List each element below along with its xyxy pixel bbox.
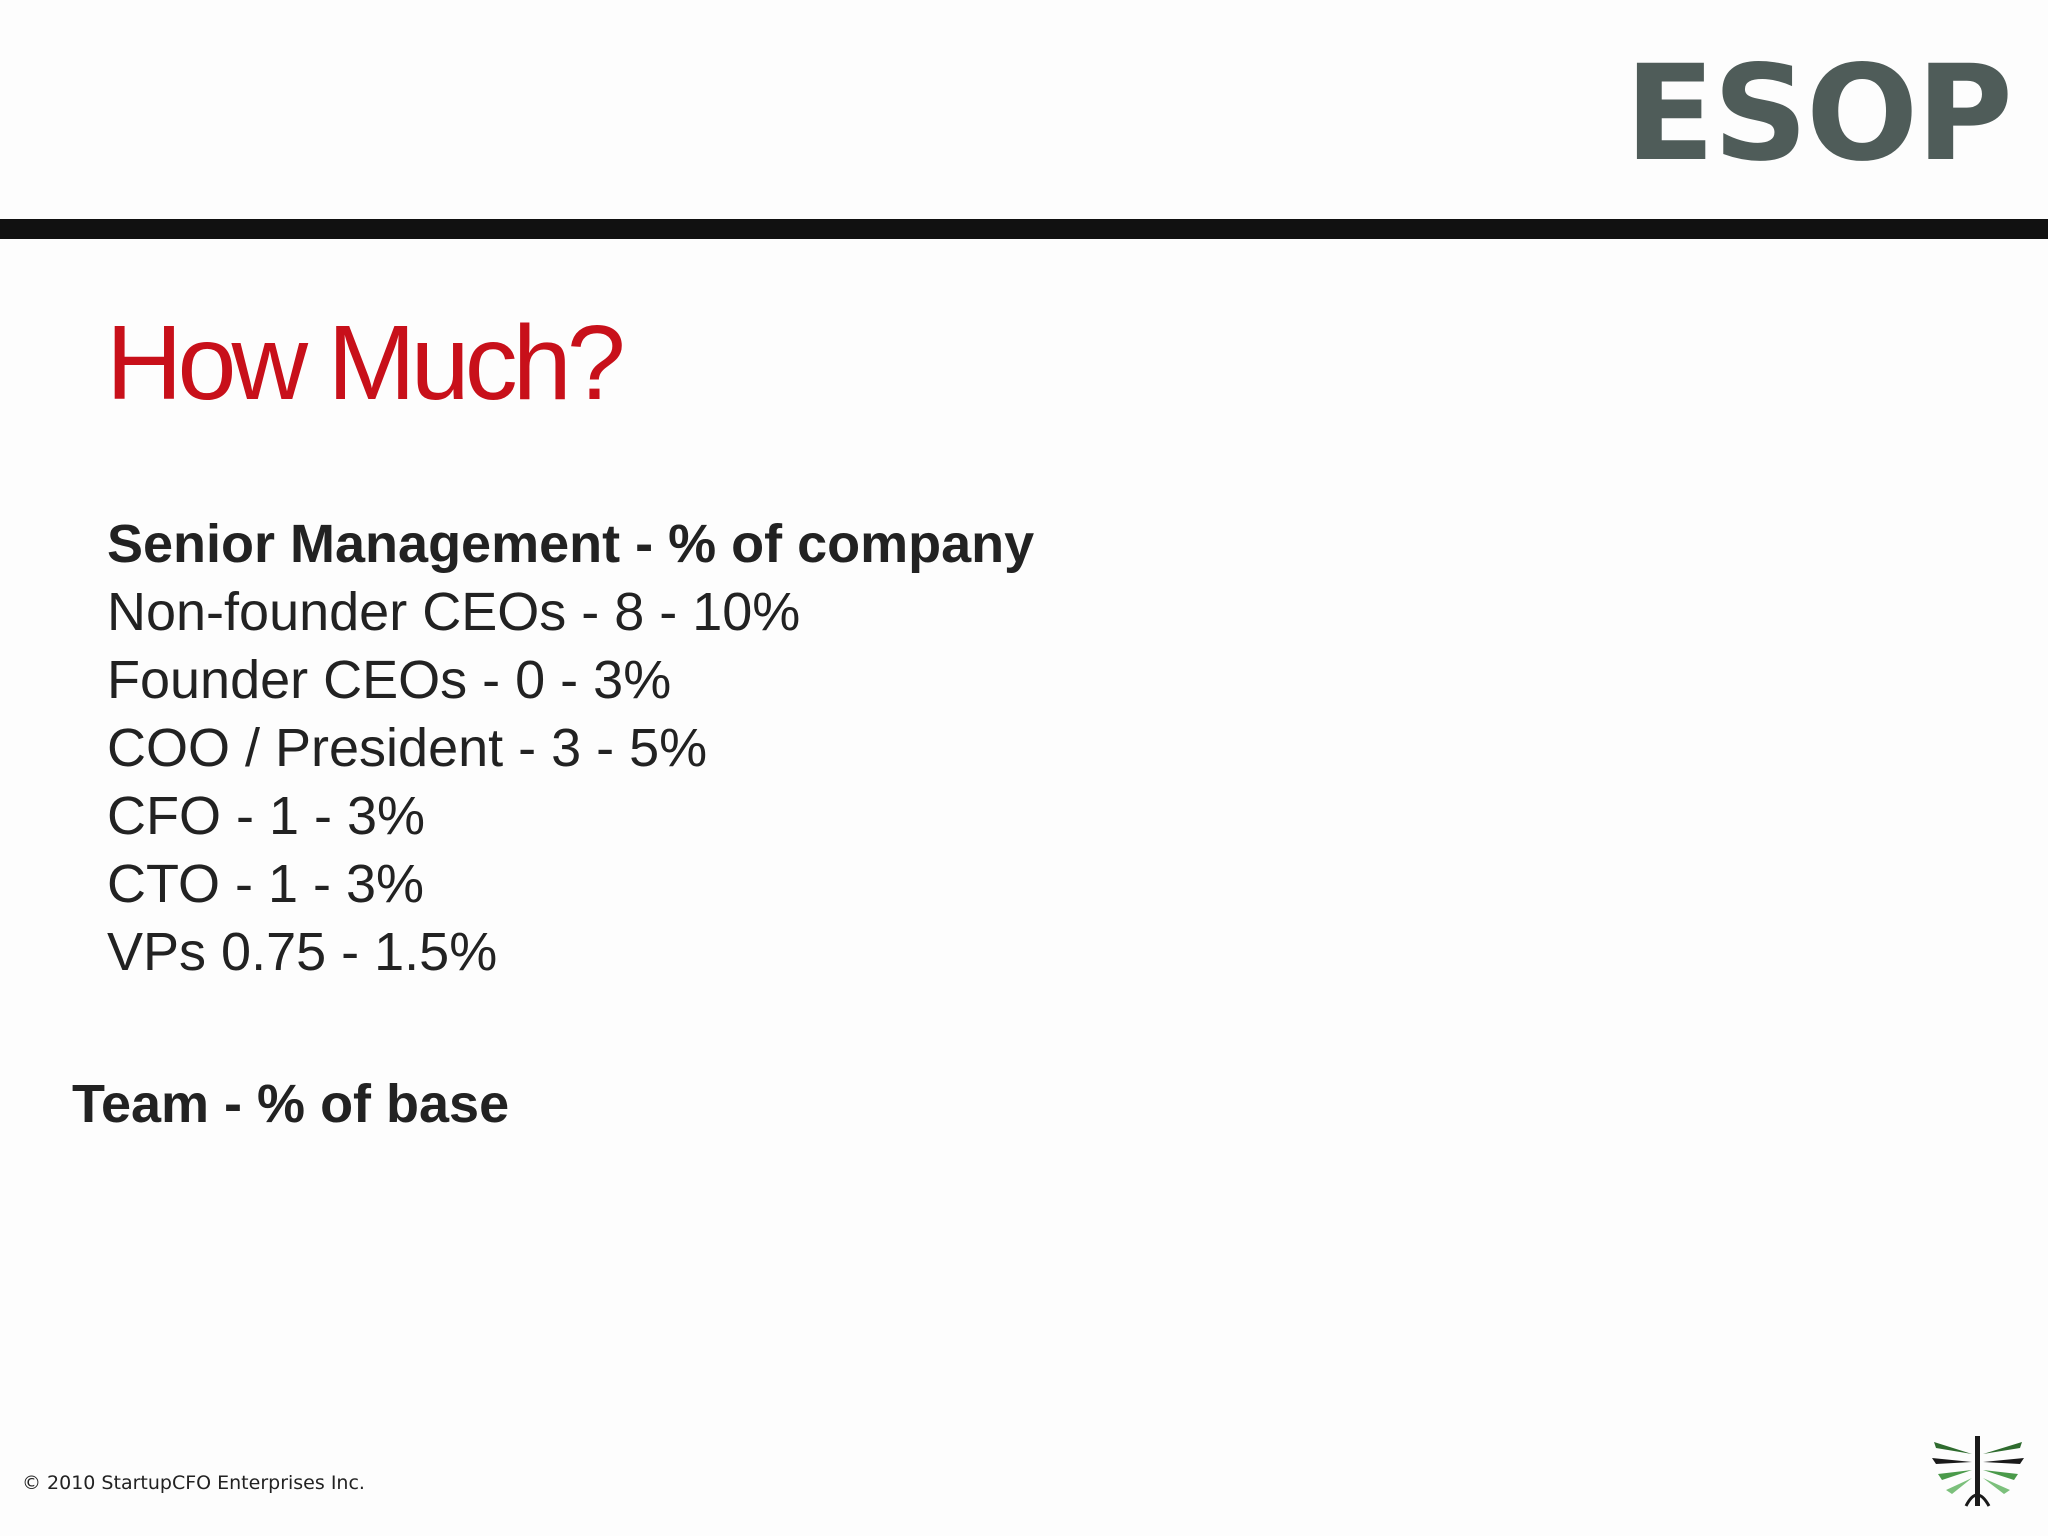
senior-management-heading: Senior Management - % of company — [107, 514, 1035, 574]
list-item: Founder CEOs - 0 - 3% — [107, 650, 672, 710]
list-item: COO / President - 3 - 5% — [107, 718, 708, 778]
team-heading: Team - % of base — [72, 1074, 510, 1134]
slide-heading: How Much? — [106, 304, 626, 422]
header-title: ESOP — [1624, 37, 2013, 191]
list-item: CTO - 1 - 3% — [107, 854, 425, 914]
list-item: VPs 0.75 - 1.5% — [107, 922, 498, 982]
list-item: Non-founder CEOs - 8 - 10% — [107, 582, 801, 642]
startupcfo-logo-icon — [1928, 1428, 2028, 1508]
list-item: CFO - 1 - 3% — [107, 786, 426, 846]
header-divider — [0, 219, 2048, 239]
senior-management-list: Non-founder CEOs - 8 - 10% Founder CEOs … — [107, 578, 1034, 986]
senior-management-section: Senior Management - % of company Non-fou… — [107, 510, 1034, 986]
copyright-text: © 2010 StartupCFO Enterprises Inc. — [22, 1472, 365, 1494]
